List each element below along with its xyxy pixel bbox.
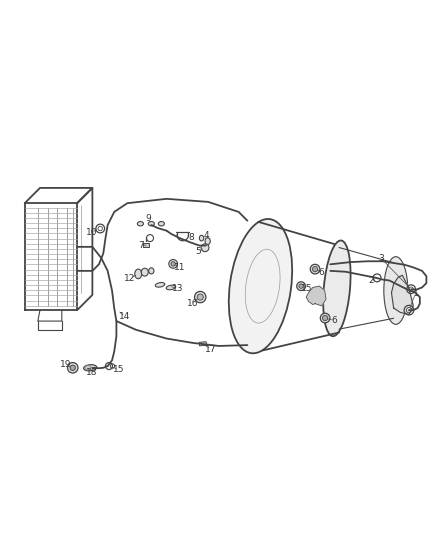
Text: 9: 9 bbox=[145, 214, 151, 223]
Circle shape bbox=[169, 260, 177, 268]
Bar bbox=[143, 243, 149, 247]
Text: 18: 18 bbox=[86, 368, 97, 377]
Text: 3: 3 bbox=[378, 254, 384, 263]
Circle shape bbox=[171, 262, 175, 266]
Text: 11: 11 bbox=[174, 263, 185, 272]
Text: 15: 15 bbox=[113, 366, 124, 375]
Text: 14: 14 bbox=[120, 312, 131, 321]
Circle shape bbox=[320, 313, 330, 323]
Circle shape bbox=[299, 284, 303, 288]
Text: 4: 4 bbox=[204, 231, 210, 239]
Bar bbox=[199, 342, 206, 346]
Ellipse shape bbox=[149, 268, 154, 274]
Circle shape bbox=[194, 292, 206, 303]
Circle shape bbox=[197, 294, 203, 300]
Ellipse shape bbox=[141, 268, 148, 276]
Text: 5: 5 bbox=[195, 247, 201, 256]
Ellipse shape bbox=[323, 240, 350, 336]
Ellipse shape bbox=[138, 222, 144, 226]
Ellipse shape bbox=[148, 222, 154, 226]
Ellipse shape bbox=[85, 366, 91, 370]
Polygon shape bbox=[392, 275, 413, 314]
Circle shape bbox=[70, 365, 75, 370]
Text: 1: 1 bbox=[413, 289, 418, 298]
Text: 17: 17 bbox=[205, 345, 217, 354]
Text: 7: 7 bbox=[138, 241, 144, 250]
Ellipse shape bbox=[229, 219, 292, 353]
Circle shape bbox=[312, 266, 318, 272]
Text: 15: 15 bbox=[301, 284, 313, 293]
Text: 12: 12 bbox=[124, 274, 135, 283]
Ellipse shape bbox=[158, 222, 164, 226]
Text: 10: 10 bbox=[86, 228, 97, 237]
Ellipse shape bbox=[166, 285, 176, 290]
Text: 8: 8 bbox=[189, 233, 194, 242]
Text: 6: 6 bbox=[319, 268, 325, 277]
Ellipse shape bbox=[135, 269, 142, 279]
Circle shape bbox=[310, 264, 320, 274]
Text: 6: 6 bbox=[332, 316, 338, 325]
Ellipse shape bbox=[199, 235, 204, 241]
Circle shape bbox=[297, 282, 305, 290]
Text: 2: 2 bbox=[368, 277, 374, 285]
Ellipse shape bbox=[84, 365, 97, 371]
Ellipse shape bbox=[155, 282, 165, 287]
Circle shape bbox=[322, 316, 328, 321]
Circle shape bbox=[67, 362, 78, 373]
Text: 16: 16 bbox=[187, 299, 198, 308]
Ellipse shape bbox=[205, 238, 210, 245]
Text: 13: 13 bbox=[172, 284, 183, 293]
Ellipse shape bbox=[384, 257, 408, 325]
Text: 19: 19 bbox=[60, 360, 71, 369]
Circle shape bbox=[201, 244, 209, 252]
Polygon shape bbox=[306, 286, 326, 306]
